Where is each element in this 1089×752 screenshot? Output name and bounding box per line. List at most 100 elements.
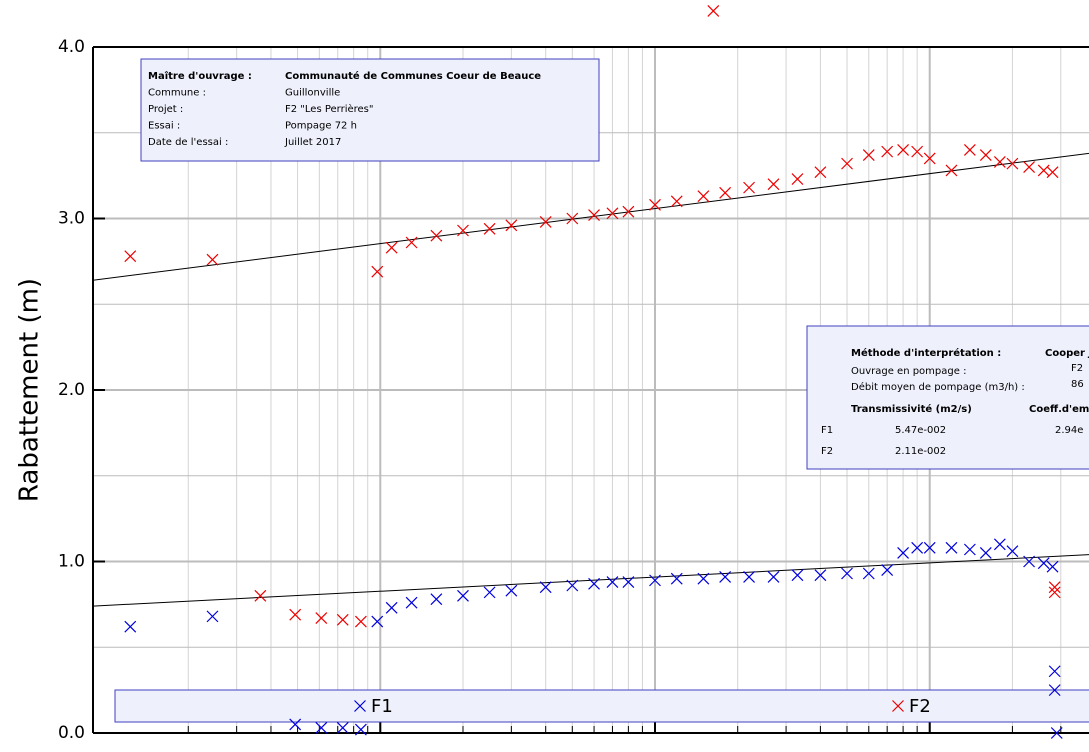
y-tick-label: 4.0 [58, 37, 85, 57]
point [1023, 555, 1036, 568]
results-title: Méthode d'interprétation : [851, 347, 1001, 359]
legend-marker [354, 700, 366, 712]
point [814, 569, 827, 582]
info-value: Juillet 2017 [284, 137, 341, 148]
info-label: Projet : [148, 104, 183, 115]
point [963, 543, 976, 556]
point [1048, 684, 1061, 697]
point [336, 721, 349, 734]
point [1050, 727, 1063, 739]
y-tick-label: 0.0 [58, 723, 85, 743]
point [945, 164, 958, 177]
point [911, 145, 924, 158]
point [539, 216, 552, 228]
y-tick-label: 3.0 [58, 209, 85, 229]
point [124, 250, 137, 263]
point [707, 5, 720, 17]
point [670, 572, 683, 585]
info-value: Guillonville [285, 88, 340, 99]
point [354, 723, 367, 736]
results-box [806, 325, 1089, 470]
point [743, 571, 755, 583]
info-box [140, 58, 600, 162]
results-value: 86 [1071, 379, 1084, 390]
results-cell: F2 [821, 446, 833, 457]
point [767, 178, 780, 191]
point [1037, 557, 1050, 570]
point [206, 253, 219, 266]
point [841, 567, 853, 580]
results-label: Ouvrage en pompage : [851, 366, 966, 377]
point [897, 143, 910, 156]
results-header: Transmissivité (m2/s) [851, 403, 972, 415]
point [1048, 586, 1061, 599]
point [206, 610, 219, 623]
point [588, 577, 600, 590]
point [697, 190, 710, 203]
point [505, 584, 518, 597]
point [385, 601, 398, 614]
point [791, 173, 804, 185]
point [1046, 166, 1059, 179]
y-tick-label: 1.0 [58, 552, 85, 572]
point [289, 718, 302, 731]
point [457, 589, 469, 602]
info-value: F2 "Les Perrières" [285, 103, 374, 115]
point [622, 576, 635, 589]
point [814, 166, 827, 179]
y-axis-label: Rabattement (m) [15, 278, 45, 502]
point [979, 547, 992, 559]
fit-line [92, 152, 1089, 281]
results-cell: 5.47e-002 [895, 425, 946, 436]
point [923, 541, 936, 554]
info-value: Communauté de Communes Coeur de Beauce [285, 70, 541, 82]
point [354, 615, 367, 628]
y-tick-label: 2.0 [58, 380, 85, 400]
point [289, 608, 302, 621]
results-cell: 2.11e-002 [895, 446, 946, 457]
results-cell: F1 [821, 425, 833, 436]
point [649, 574, 661, 587]
info-label: Commune : [148, 88, 206, 99]
point [588, 209, 600, 221]
point [315, 721, 328, 734]
point [385, 241, 398, 254]
point [336, 613, 349, 626]
results-value: F2 [1071, 363, 1083, 374]
results-method: Cooper J [1045, 348, 1089, 359]
point [622, 205, 635, 218]
point [124, 620, 137, 633]
results-cell: 2.94e [1055, 425, 1083, 436]
point [1048, 665, 1061, 678]
info-label: Date de l'essai : [148, 137, 228, 148]
point [539, 581, 552, 594]
point [791, 569, 804, 582]
point [945, 541, 958, 554]
point [430, 593, 443, 606]
point [862, 149, 875, 161]
point [606, 576, 619, 589]
point [979, 149, 992, 161]
point [649, 198, 661, 211]
point [963, 143, 976, 156]
point [457, 224, 469, 237]
point [505, 219, 518, 232]
point [254, 589, 267, 602]
legend-marker [892, 700, 904, 712]
legend-label: F1 [371, 696, 393, 717]
point [483, 586, 496, 599]
point [670, 195, 683, 208]
info-label: Essai : [148, 121, 180, 132]
point [566, 579, 579, 592]
point [862, 567, 875, 580]
point [881, 564, 894, 576]
point [841, 157, 853, 170]
point [405, 596, 418, 609]
point [483, 222, 496, 235]
point [1046, 560, 1059, 573]
point [606, 207, 619, 220]
point [881, 145, 894, 158]
info-value: Pompage 72 h [285, 121, 357, 132]
point [697, 572, 710, 585]
